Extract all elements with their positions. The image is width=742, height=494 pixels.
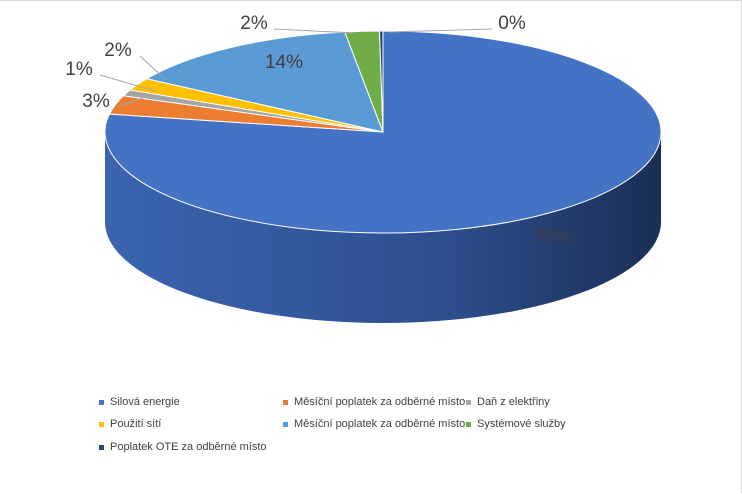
legend-item-poplatek-ote-za-odberne-misto-6: Poplatek OTE za odběrné místo (99, 441, 267, 453)
legend-swatch (283, 399, 288, 405)
legend-item-silova-energie-0: Silová energie (99, 396, 180, 408)
legend-label: Použití sítí (110, 418, 162, 430)
legend-label: Daň z elektřiny (477, 396, 550, 408)
data-label-silova-energie-0: 78% (534, 227, 572, 248)
legend-swatch (99, 444, 104, 450)
legend-label: Měsíční poplatek za odběrné místo (294, 396, 466, 408)
leader-line-2 (99, 74, 156, 92)
legend-swatch (99, 421, 104, 427)
leader-line-1 (117, 95, 149, 108)
legend-item-dan-z-elektriny-2: Daň z elektřiny (466, 396, 550, 408)
leader-line-6 (389, 28, 493, 33)
legend-swatch (283, 421, 288, 427)
legend-item-systemove-sluzby-5: Systémové služby (466, 418, 566, 430)
legend-item-pouziti-siti-3: Použití sítí (99, 418, 161, 430)
legend-label: Poplatek OTE za odběrné místo (110, 441, 267, 453)
data-label-mesicni-poplatek-za-odberne-misto-4: 14% (265, 52, 303, 73)
legend-item-mesicni-poplatek-za-odberne-misto-1: Měsíční poplatek za odběrné místo (283, 396, 465, 408)
legend-label: Měsíční poplatek za odběrné místo (294, 418, 466, 430)
legend-swatch (466, 421, 471, 427)
leader-line-5 (273, 28, 356, 34)
pie-side-silova-energie-0 (105, 132, 661, 323)
legend-item-mesicni-poplatek-za-odberne-misto-4: Měsíční poplatek za odběrné místo (283, 418, 465, 430)
leader-line-3 (139, 55, 167, 81)
legend-swatch (99, 399, 104, 405)
data-label-dan-z-elektriny-2: 1% (65, 59, 93, 80)
pie-slice-mesicni-poplatek-za-odberne-misto-4 (145, 31, 384, 133)
data-label-mesicni-poplatek-za-odberne-misto-1: 3% (82, 91, 110, 112)
data-label-pouziti-siti-3: 2% (104, 40, 132, 61)
pie-slice-poplatek-ote-za-odberne-misto-6 (378, 30, 384, 133)
legend-swatch (466, 399, 471, 405)
legend-label: Silová energie (110, 396, 180, 408)
data-label-systemove-sluzby-5: 2% (240, 13, 268, 34)
data-label-poplatek-ote-za-odberne-misto-6: 0% (498, 13, 526, 34)
legend-label: Systémové služby (477, 418, 566, 430)
